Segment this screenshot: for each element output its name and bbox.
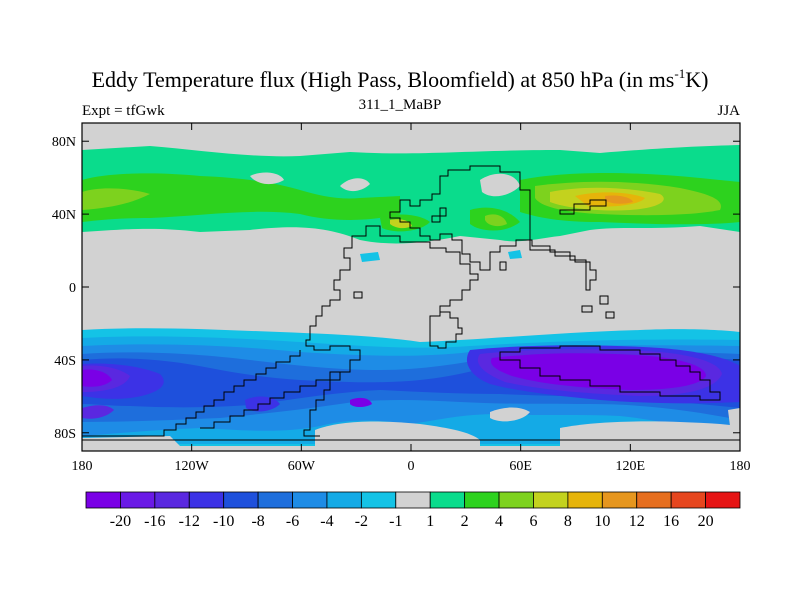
- eurasia-outline: [389, 165, 597, 291]
- nh-cyan-patch-2: [508, 250, 522, 259]
- nh-yellowgreen-west: [82, 188, 150, 210]
- colorbar-swatch: [292, 491, 328, 509]
- americas-outline: [303, 235, 362, 437]
- colorbar-swatch: [120, 491, 156, 509]
- colorbar-label: 8: [564, 513, 572, 530]
- south-america-outline: [82, 350, 301, 437]
- colorbar-swatch: [670, 491, 706, 509]
- colorbar-label: -6: [286, 513, 299, 530]
- colorbar-swatch: [257, 491, 293, 509]
- nh-green-band-west: [82, 173, 400, 222]
- colorbar-swatch: [223, 491, 259, 509]
- colorbar-label: 20: [698, 513, 714, 530]
- colorbar-label: 16: [663, 513, 679, 530]
- season-label: JJA: [717, 103, 740, 119]
- colorbar-swatch: [188, 491, 225, 509]
- europe-outline: [431, 207, 447, 223]
- y-tick-label: 0: [69, 281, 76, 296]
- sh-purple-patch-2: [350, 397, 372, 407]
- run-id-label: 311_1_MaBP: [358, 97, 442, 113]
- colorbar-swatch: [154, 491, 190, 509]
- colorbar: -20 -16 -12 -10 -8 -6 -4 -2 -1 1 2 4 6 8 10 12 16 20: [85, 491, 741, 530]
- chart-title: Eddy Temperature flux (High Pass, Bloomf…: [91, 66, 709, 92]
- island-outline-2: [581, 305, 593, 313]
- australia-outline: [499, 345, 721, 401]
- colorbar-swatch: [533, 491, 569, 509]
- y-tick-label: 80S: [54, 427, 76, 442]
- x-tick-label: 0: [408, 459, 415, 474]
- colorbar-label: -1: [389, 513, 402, 530]
- nh-cyan-patch-1: [360, 252, 380, 262]
- x-tick-label: 120W: [175, 459, 210, 474]
- colorbar-label: -2: [355, 513, 368, 530]
- sh-antarctic-gray-4: [82, 436, 180, 446]
- x-axis: 180 120W 60W 0 60E 120E 180: [72, 123, 751, 474]
- sh-minimum-east: [490, 353, 706, 390]
- nh-arctic-hole-2: [480, 173, 520, 197]
- colorbar-label: -4: [320, 513, 333, 530]
- colorbar-label: 4: [495, 513, 503, 530]
- east-asia-outline: [559, 199, 607, 215]
- nh-arctic-hole-3: [250, 172, 284, 185]
- sh-antarctic-gray-5: [728, 408, 740, 428]
- sh-antarctic-gray-1: [490, 407, 530, 422]
- island-outline-5: [499, 261, 507, 271]
- colorbar-swatch: [85, 491, 121, 509]
- colorbar-label: 1: [426, 513, 434, 530]
- colorbar-label: -8: [251, 513, 264, 530]
- coastlines: [82, 165, 740, 441]
- colorbar-swatch: [429, 491, 466, 509]
- island-outline-3: [599, 295, 609, 305]
- nh-positive-band: [82, 145, 740, 262]
- colorbar-swatch: [636, 491, 672, 509]
- colorbar-label: 6: [529, 513, 537, 530]
- colorbar-swatch: [498, 491, 534, 509]
- colorbar-swatch: [705, 491, 741, 509]
- colorbar-swatch: [567, 491, 603, 509]
- colorbar-label: 2: [461, 513, 469, 530]
- island-outline-1: [353, 291, 363, 299]
- y-tick-label: 80N: [52, 135, 76, 150]
- island-outline-4: [605, 311, 615, 319]
- nh-arctic-hole-1: [340, 178, 370, 192]
- colorbar-label: -12: [179, 513, 200, 530]
- africa-outline: [360, 225, 479, 349]
- y-tick-label: 40S: [54, 354, 76, 369]
- x-tick-label: 180: [730, 459, 751, 474]
- colorbar-swatch: [395, 491, 431, 509]
- sh-antarctic-gray-3: [560, 421, 740, 446]
- y-axis: 80N 40N 0 40S 80S: [52, 135, 740, 442]
- colorbar-swatch: [464, 491, 500, 509]
- colorbar-label: -16: [144, 513, 165, 530]
- colorbar-label: -20: [110, 513, 131, 530]
- colorbar-label: 12: [629, 513, 645, 530]
- y-tick-label: 40N: [52, 208, 76, 223]
- sh-minimum-west: [82, 369, 112, 387]
- experiment-label: Expt = tfGwk: [82, 103, 165, 119]
- x-tick-label: 120E: [616, 459, 646, 474]
- colorbar-label: 10: [594, 513, 610, 530]
- nh-central-asia-max: [485, 214, 507, 227]
- nh-max-east: [605, 195, 633, 204]
- colorbar-swatch: [601, 491, 638, 509]
- colorbar-swatch: [326, 491, 362, 509]
- south-america-inner: [200, 371, 340, 429]
- x-tick-label: 60W: [288, 459, 316, 474]
- map-plot-area: [82, 123, 740, 451]
- sh-negative-band: [82, 328, 740, 446]
- x-tick-label: 180: [72, 459, 93, 474]
- colorbar-swatch: [360, 491, 397, 509]
- sh-purple-patch-1: [82, 405, 114, 419]
- colorbar-label: -10: [213, 513, 234, 530]
- nh-mediterranean-max: [390, 219, 412, 229]
- x-tick-label: 60E: [509, 459, 532, 474]
